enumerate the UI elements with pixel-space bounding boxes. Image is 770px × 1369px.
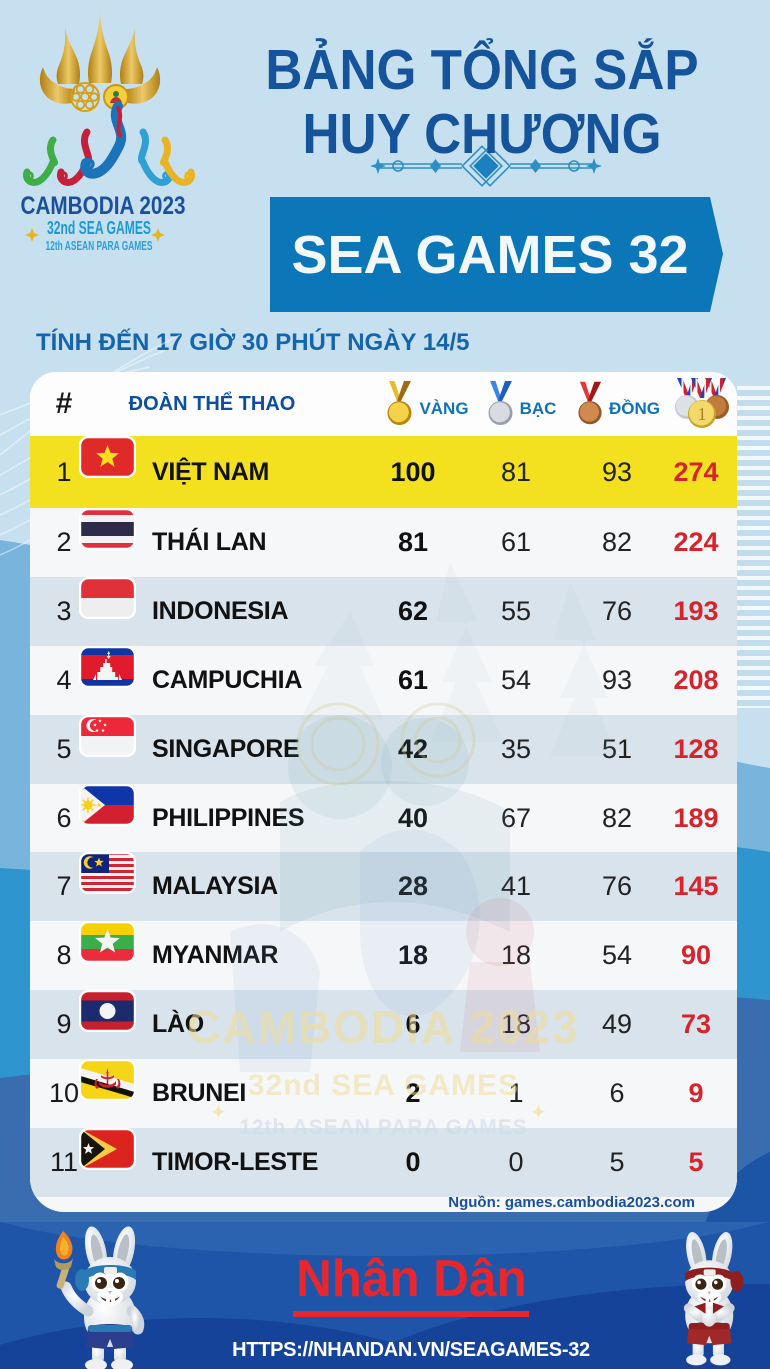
svg-text:12th ASEAN PARA GAMES: 12th ASEAN PARA GAMES [46,238,153,253]
svg-text:1: 1 [698,404,707,424]
svg-text:32nd SEA GAMES: 32nd SEA GAMES [47,218,151,238]
svg-text:CAMBODIA 2023: CAMBODIA 2023 [21,192,186,220]
